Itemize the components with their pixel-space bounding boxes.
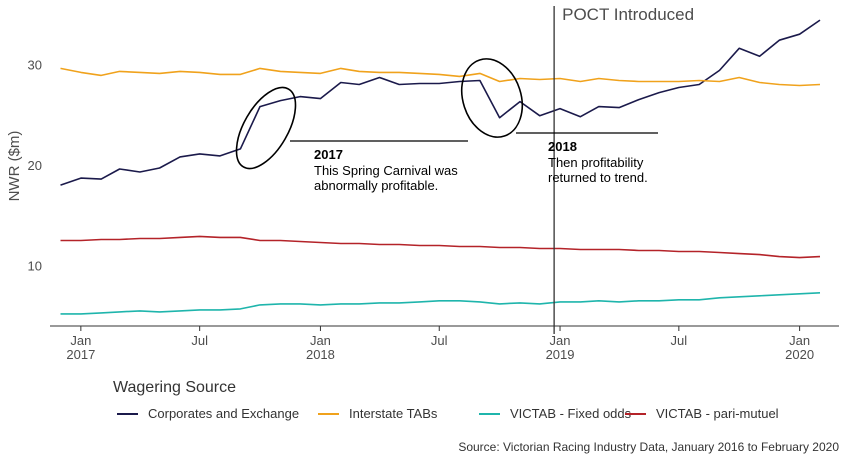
legend-label: Interstate TABs — [349, 406, 438, 421]
annotation-ellipse-2018 — [460, 58, 524, 138]
y-tick-label: 10 — [28, 259, 42, 274]
annotation-ellipse-2017 — [235, 86, 297, 170]
x-tick-label: Jan 2018 — [306, 333, 335, 362]
series-lines — [60, 19, 821, 315]
x-tick-label: Jan 2017 — [66, 333, 95, 362]
series-line-corporates-and-exchange — [60, 19, 821, 186]
y-tick-label: 30 — [28, 57, 42, 72]
poct-label: POCT Introduced — [562, 5, 694, 24]
y-axis-label: NWR ($m) — [6, 131, 23, 202]
annotation-text-line: Then profitability — [548, 155, 644, 170]
x-tick-label: Jul — [431, 333, 448, 348]
annotation-text-line: returned to trend. — [548, 170, 648, 185]
series-line-victab-fixed-odds — [60, 292, 821, 315]
legend-label: VICTAB - pari-mutuel — [656, 406, 779, 421]
annotation-title-2017: 2017 — [314, 147, 343, 162]
y-tick-label: 20 — [28, 158, 42, 173]
legend-title: Wagering Source — [113, 379, 236, 396]
legend-label: Corporates and Exchange — [148, 406, 299, 421]
legend-label: VICTAB - Fixed odds — [510, 406, 632, 421]
annotation-text-line: abnormally profitable. — [314, 178, 438, 193]
source-note: Source: Victorian Racing Industry Data, … — [458, 440, 839, 454]
annotation-title-2018: 2018 — [548, 139, 577, 154]
axes: 10 20 30 NWR ($m) Jan 2017 Jul Jan 2018 Jul Jan 201… — [6, 57, 839, 362]
x-tick-label: Jul — [191, 333, 208, 348]
x-tick-label: Jan 2019 — [546, 333, 575, 362]
x-tick-label: Jul — [671, 333, 688, 348]
series-line-interstate-tabs — [60, 67, 821, 87]
series-line-victab-pari-mutuel — [60, 235, 821, 259]
legend: Wagering Source Corporates and Exchange In… — [113, 379, 779, 421]
annotation-text-line: This Spring Carnival was — [314, 163, 458, 178]
x-tick-label: Jan 2020 — [785, 333, 814, 362]
